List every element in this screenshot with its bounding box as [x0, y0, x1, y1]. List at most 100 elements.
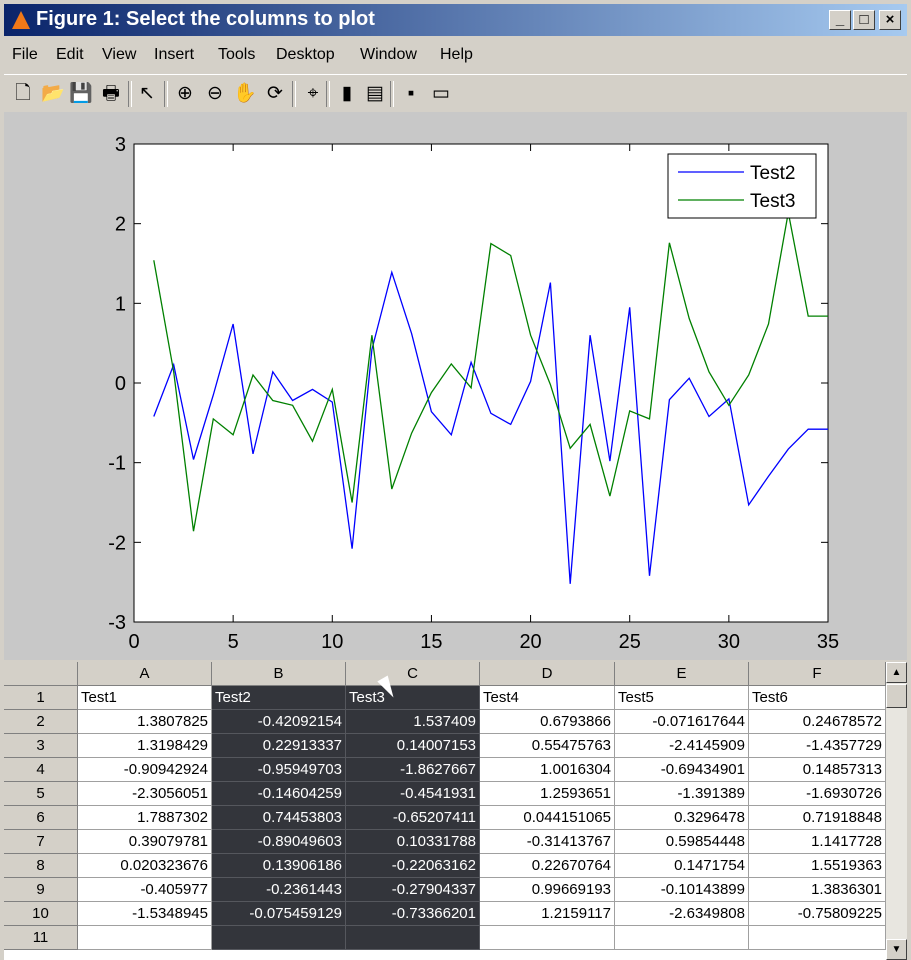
menu-tools[interactable]: Tools [218, 46, 256, 63]
insert-colorbar-icon[interactable]: ▮ [341, 83, 353, 104]
table-cell[interactable]: -1.8627667 [346, 758, 480, 782]
close-button[interactable]: × [879, 10, 901, 30]
table-cell[interactable]: 0.71918848 [749, 806, 886, 830]
row-header[interactable]: 8 [4, 854, 78, 878]
print-icon[interactable]: 🖶 [102, 83, 120, 104]
table-cell[interactable] [749, 926, 886, 950]
row-header[interactable]: 2 [4, 710, 78, 734]
table-cell[interactable]: -0.65207411 [346, 806, 480, 830]
table-cell[interactable]: -1.4357729 [749, 734, 886, 758]
table-cell[interactable]: 1.3807825 [78, 710, 212, 734]
menu-desktop[interactable]: Desktop [276, 46, 335, 63]
row-header[interactable]: 9 [4, 878, 78, 902]
table-cell[interactable]: 0.6793866 [480, 710, 615, 734]
table-cell[interactable]: -1.6930726 [749, 782, 886, 806]
column-header-e[interactable]: E [615, 662, 749, 686]
row-header[interactable]: 5 [4, 782, 78, 806]
table-cell[interactable]: 0.14007153 [346, 734, 480, 758]
table-cell[interactable]: 0.3296478 [615, 806, 749, 830]
pan-icon[interactable]: ✋ [233, 83, 257, 104]
menu-help[interactable]: Help [440, 46, 473, 63]
row-header[interactable]: 4 [4, 758, 78, 782]
scroll-down-button[interactable]: ▼ [886, 939, 907, 960]
column-header-c[interactable]: C [346, 662, 480, 686]
table-cell[interactable]: 1.3836301 [749, 878, 886, 902]
table-cell[interactable]: 0.13906186 [212, 854, 346, 878]
menu-insert[interactable]: Insert [154, 46, 195, 63]
table-cell[interactable]: 0.044151065 [480, 806, 615, 830]
table-cell[interactable]: -1.5348945 [78, 902, 212, 926]
table-cell[interactable]: 1.1417728 [749, 830, 886, 854]
menu-view[interactable]: View [102, 46, 137, 63]
table-cell[interactable]: Test4 [480, 686, 615, 710]
table-cell[interactable] [346, 926, 480, 950]
row-header[interactable]: 11 [4, 926, 78, 950]
table-cell[interactable]: -2.4145909 [615, 734, 749, 758]
table-cell[interactable]: 0.59854448 [615, 830, 749, 854]
table-cell[interactable]: -0.90942924 [78, 758, 212, 782]
table-cell[interactable] [615, 926, 749, 950]
table-cell[interactable]: Test6 [749, 686, 886, 710]
table-cell[interactable]: Test3 [346, 686, 480, 710]
scroll-up-button[interactable]: ▲ [886, 662, 907, 683]
new-figure-icon[interactable]: 🗋 [15, 83, 31, 104]
row-header[interactable]: 3 [4, 734, 78, 758]
open-file-icon[interactable]: 📂 [41, 83, 65, 104]
menu-edit[interactable]: Edit [56, 46, 84, 63]
table-cell[interactable]: 0.22913337 [212, 734, 346, 758]
table-cell[interactable]: 0.10331788 [346, 830, 480, 854]
table-cell[interactable]: -0.14604259 [212, 782, 346, 806]
table-cell[interactable]: 1.5519363 [749, 854, 886, 878]
table-cell[interactable]: 0.74453803 [212, 806, 346, 830]
table-cell[interactable]: -2.3056051 [78, 782, 212, 806]
table-cell[interactable]: -0.31413767 [480, 830, 615, 854]
table-cell[interactable]: -0.075459129 [212, 902, 346, 926]
table-cell[interactable]: 0.99669193 [480, 878, 615, 902]
column-header-a[interactable]: A [78, 662, 212, 686]
column-header-b[interactable]: B [212, 662, 346, 686]
table-cell[interactable]: -0.75809225 [749, 902, 886, 926]
column-header-d[interactable]: D [480, 662, 615, 686]
table-cell[interactable]: 1.2159117 [480, 902, 615, 926]
table-cell[interactable]: 1.3198429 [78, 734, 212, 758]
table-cell[interactable]: 0.39079781 [78, 830, 212, 854]
table-cell[interactable]: 0.55475763 [480, 734, 615, 758]
table-cell[interactable]: Test1 [78, 686, 212, 710]
table-cell[interactable]: -0.4541931 [346, 782, 480, 806]
table-cell[interactable]: -0.73366201 [346, 902, 480, 926]
vertical-scrollbar[interactable]: ▲ ▼ [886, 662, 907, 960]
scroll-thumb[interactable] [886, 684, 907, 708]
table-cell[interactable] [212, 926, 346, 950]
table-cell[interactable]: -0.42092154 [212, 710, 346, 734]
show-plot-tools-icon[interactable]: ▭ [432, 83, 450, 104]
table-cell[interactable]: -0.95949703 [212, 758, 346, 782]
table-cell[interactable]: 0.22670764 [480, 854, 615, 878]
zoom-out-icon[interactable]: ⊖ [207, 83, 223, 104]
table-cell[interactable]: Test5 [615, 686, 749, 710]
table-cell[interactable]: -0.405977 [78, 878, 212, 902]
table-cell[interactable]: -1.391389 [615, 782, 749, 806]
table-cell[interactable]: -2.6349808 [615, 902, 749, 926]
save-icon[interactable]: 💾 [69, 83, 93, 104]
row-header[interactable]: 10 [4, 902, 78, 926]
table-cell[interactable]: 0.24678572 [749, 710, 886, 734]
table-cell[interactable]: 1.7887302 [78, 806, 212, 830]
table-cell[interactable]: 1.0016304 [480, 758, 615, 782]
hide-plot-tools-icon[interactable]: ▪ [407, 83, 415, 104]
table-cell[interactable] [78, 926, 212, 950]
minimize-button[interactable]: _ [829, 10, 851, 30]
data-cursor-icon[interactable]: ⌖ [307, 83, 319, 104]
row-header[interactable]: 7 [4, 830, 78, 854]
table-cell[interactable]: -0.89049603 [212, 830, 346, 854]
select-all-corner[interactable] [4, 662, 78, 686]
menu-file[interactable]: File [12, 46, 38, 63]
table-cell[interactable] [480, 926, 615, 950]
row-header[interactable]: 6 [4, 806, 78, 830]
table-cell[interactable]: Test2 [212, 686, 346, 710]
table-cell[interactable]: -0.10143899 [615, 878, 749, 902]
table-cell[interactable]: 1.2593651 [480, 782, 615, 806]
table-cell[interactable]: -0.071617644 [615, 710, 749, 734]
zoom-in-icon[interactable]: ⊕ [177, 83, 193, 104]
table-cell[interactable]: 1.537409 [346, 710, 480, 734]
table-cell[interactable]: 0.1471754 [615, 854, 749, 878]
